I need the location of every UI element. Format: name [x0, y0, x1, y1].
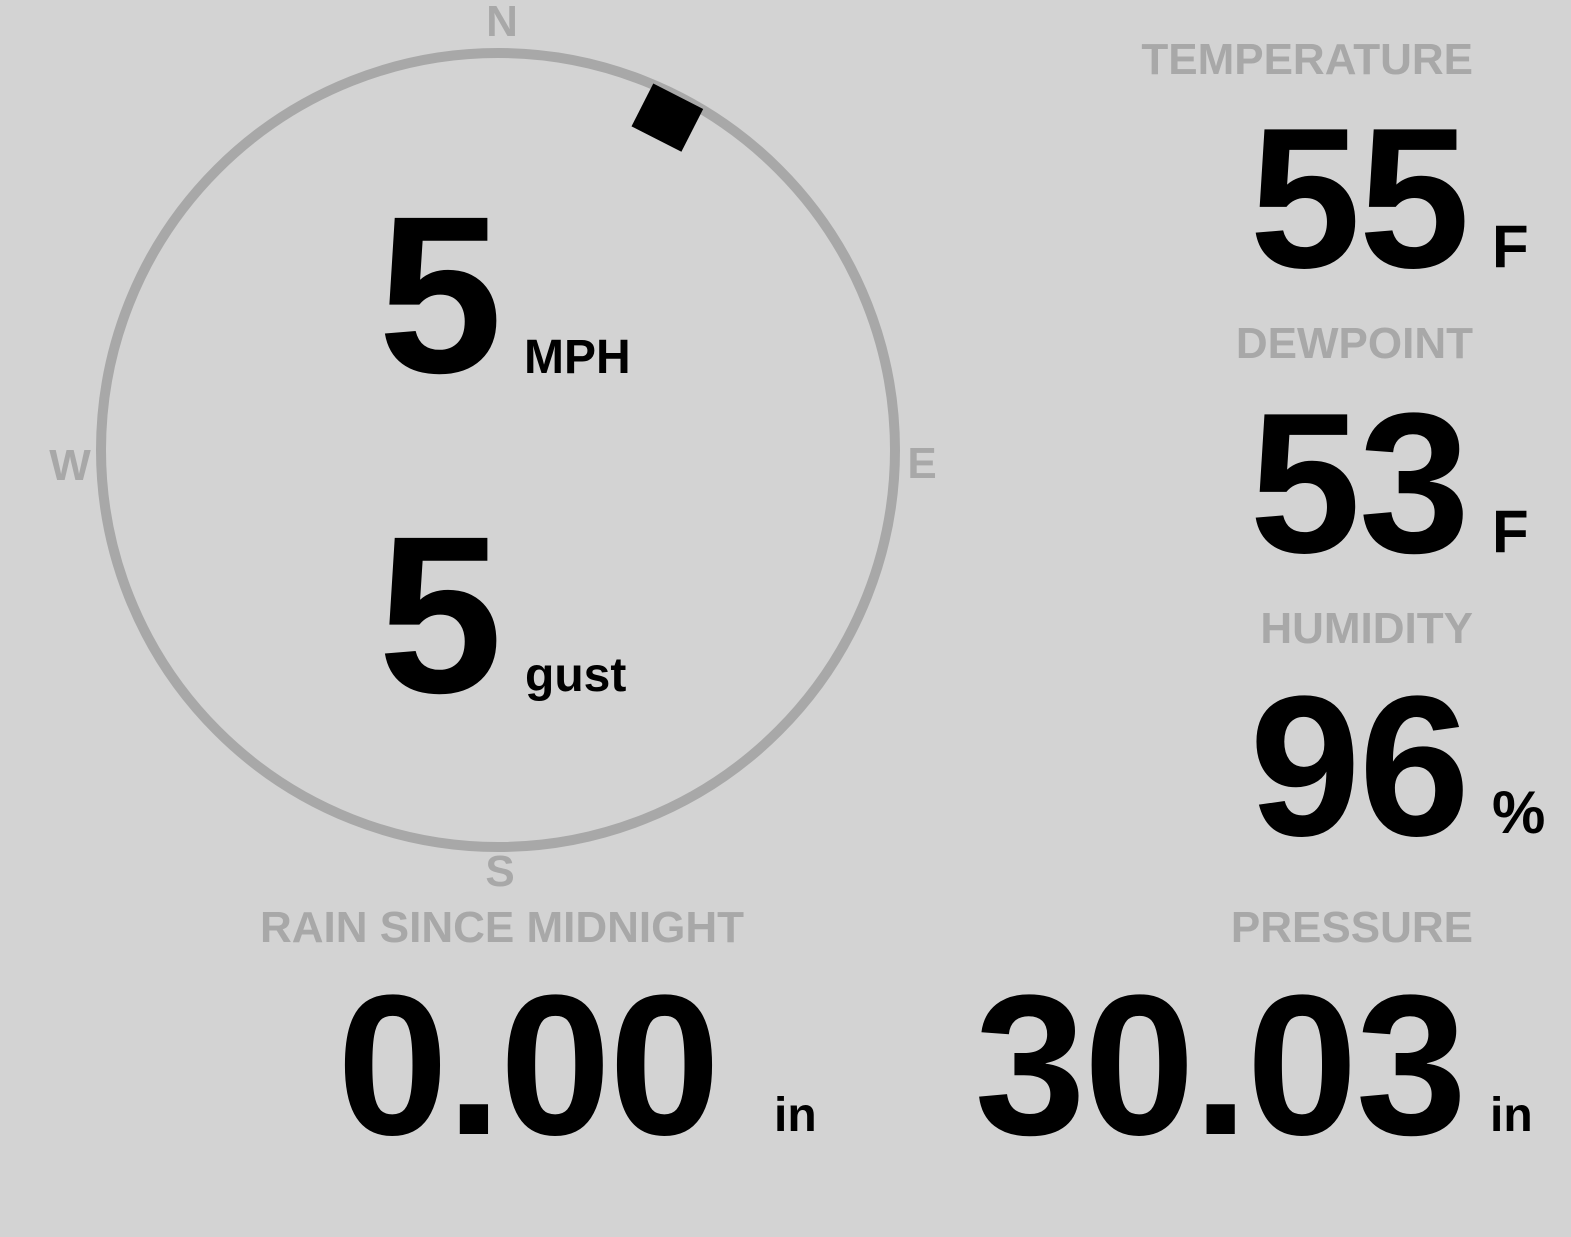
dewpoint-unit: F — [1492, 498, 1529, 565]
humidity-unit: % — [1492, 779, 1546, 846]
wind-gust-label: gust — [525, 649, 627, 702]
rain-label: RAIN SINCE MIDNIGHT — [260, 903, 744, 952]
temperature-unit: F — [1492, 213, 1529, 280]
pressure-unit: in — [1490, 1089, 1533, 1142]
wind-direction-marker — [631, 83, 704, 152]
compass-south-label: S — [485, 847, 515, 896]
compass-west-label: W — [49, 441, 91, 490]
temperature-label: TEMPERATURE — [1141, 35, 1473, 84]
wind-speed-value: 5 — [378, 170, 503, 420]
humidity-value: 96 — [1249, 655, 1470, 878]
pressure-label: PRESSURE — [1230, 903, 1473, 952]
dewpoint-label: DEWPOINT — [1235, 319, 1473, 368]
temperature-value: 55 — [1249, 87, 1470, 310]
rain-value: 0.00 — [337, 954, 720, 1177]
humidity-label: HUMIDITY — [1260, 604, 1473, 653]
wind-speed-unit: MPH — [524, 331, 631, 384]
pressure-value: 30.03 — [974, 954, 1467, 1177]
compass-ring — [96, 48, 900, 852]
compass-north-label: N — [486, 0, 518, 46]
compass-east-label: E — [907, 439, 937, 488]
wind-gust-value: 5 — [378, 490, 503, 740]
dewpoint-value: 53 — [1249, 372, 1470, 595]
rain-unit: in — [774, 1089, 817, 1142]
